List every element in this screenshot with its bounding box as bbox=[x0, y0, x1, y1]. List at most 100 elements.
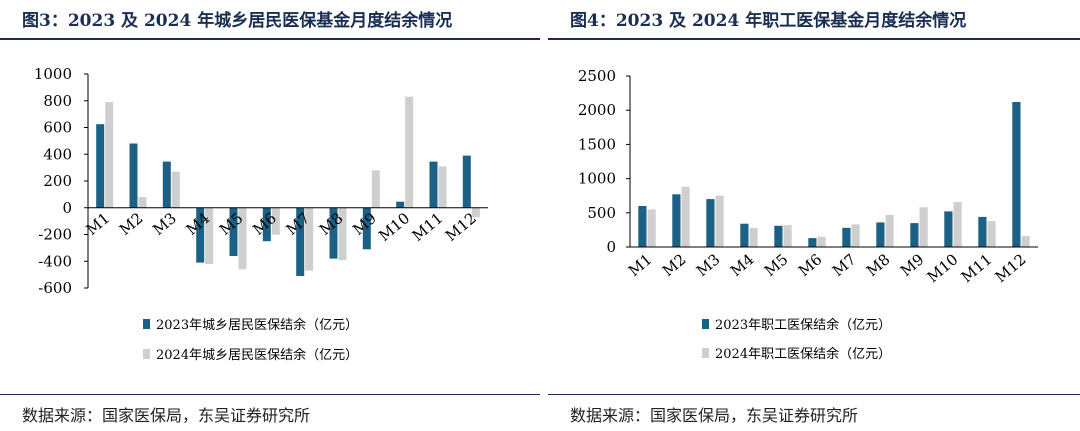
bar bbox=[1021, 236, 1030, 247]
legend-swatch bbox=[143, 319, 150, 329]
y-tick-label: 1000 bbox=[34, 65, 72, 83]
bar bbox=[196, 207, 205, 263]
bar bbox=[740, 223, 749, 247]
bar bbox=[842, 227, 851, 247]
bar bbox=[647, 209, 656, 247]
bar bbox=[96, 124, 105, 208]
legend-label: 2024年城乡居民医保结余（亿元） bbox=[156, 347, 358, 363]
x-tick-label: M9 bbox=[897, 250, 928, 280]
bar bbox=[238, 207, 247, 270]
bar bbox=[876, 222, 885, 247]
bar bbox=[305, 207, 314, 271]
bar bbox=[817, 236, 826, 247]
x-tick-label: M3 bbox=[149, 209, 180, 239]
chart-title: 图3：2023 及 2024 年城乡居民医保基金月度结余情况 bbox=[22, 11, 453, 31]
bar bbox=[783, 225, 792, 247]
bar bbox=[205, 207, 214, 264]
source-rule bbox=[548, 394, 1080, 395]
bar bbox=[910, 223, 919, 247]
x-tick-label: M9 bbox=[349, 209, 380, 239]
bar bbox=[749, 227, 758, 247]
x-tick-label: M3 bbox=[693, 250, 724, 280]
bar bbox=[851, 224, 860, 247]
bar bbox=[338, 207, 347, 260]
x-tick-label: M12 bbox=[992, 250, 1030, 286]
bar bbox=[105, 102, 114, 208]
bar bbox=[162, 161, 171, 208]
y-tick-label: 1500 bbox=[578, 135, 616, 153]
bar bbox=[171, 171, 180, 208]
x-tick-label: M10 bbox=[924, 250, 962, 286]
chart-panel-left: 图3：2023 及 2024 年城乡居民医保基金月度结余情况 1000 800 60… bbox=[0, 11, 540, 425]
bar bbox=[953, 201, 962, 247]
y-tick-label: 0 bbox=[62, 199, 72, 217]
y-tick-label: 500 bbox=[587, 204, 616, 222]
y-tick-label: 1000 bbox=[578, 170, 616, 188]
y-tick-label: -400 bbox=[38, 252, 72, 270]
bar bbox=[638, 206, 647, 247]
bar bbox=[262, 207, 271, 242]
bar bbox=[329, 207, 338, 259]
bar bbox=[396, 201, 405, 208]
source-note: 数据来源：国家医保局，东吴证券研究所 bbox=[570, 406, 859, 425]
bar bbox=[271, 207, 280, 235]
x-tick-label: M10 bbox=[375, 209, 413, 245]
bar bbox=[405, 96, 414, 208]
x-tick-label: M7 bbox=[829, 250, 860, 280]
bar bbox=[429, 161, 438, 208]
bar bbox=[885, 214, 894, 247]
y-tick-label: 800 bbox=[43, 92, 72, 110]
bar bbox=[681, 186, 690, 247]
x-tick-label: M1 bbox=[625, 250, 656, 280]
bar bbox=[978, 216, 987, 247]
y-tick-label: 600 bbox=[43, 119, 72, 137]
bar bbox=[296, 207, 305, 276]
x-tick-label: M2 bbox=[659, 250, 690, 280]
y-tick-label: -600 bbox=[38, 279, 72, 297]
bar bbox=[462, 155, 471, 208]
source-rule bbox=[0, 394, 540, 395]
bar bbox=[438, 166, 447, 208]
source-note: 数据来源：国家医保局，东吴证券研究所 bbox=[22, 406, 311, 425]
x-tick-label: M11 bbox=[409, 209, 447, 245]
chart-title: 图4：2023 及 2024 年职工医保基金月度结余情况 bbox=[570, 11, 967, 31]
legend-label: 2024年职工医保结余（亿元） bbox=[715, 346, 891, 362]
y-tick-label: 400 bbox=[43, 145, 72, 163]
bar bbox=[987, 221, 996, 247]
legend-swatch bbox=[702, 319, 709, 329]
bar bbox=[371, 170, 380, 208]
legend-label: 2023年职工医保结余（亿元） bbox=[715, 317, 891, 333]
bar bbox=[774, 225, 783, 247]
bar bbox=[919, 207, 928, 247]
x-tick-label: M11 bbox=[958, 250, 996, 286]
x-tick-label: M8 bbox=[863, 250, 894, 280]
y-tick-label: 0 bbox=[606, 238, 616, 256]
legend-swatch bbox=[143, 349, 150, 359]
title-rule bbox=[548, 38, 1080, 40]
y-tick-label: 2000 bbox=[578, 101, 616, 119]
chart-panel-right: 图4：2023 及 2024 年职工医保基金月度结余情况 2500 2000 150… bbox=[548, 0, 1080, 431]
title-rule bbox=[0, 38, 540, 40]
bar bbox=[471, 207, 480, 218]
bar bbox=[944, 211, 953, 247]
x-tick-label: M2 bbox=[116, 209, 147, 239]
bar bbox=[1012, 102, 1021, 247]
y-tick-label: 2500 bbox=[578, 67, 616, 85]
legend-swatch bbox=[702, 348, 709, 358]
x-tick-label: M6 bbox=[795, 250, 826, 280]
y-tick-label: -200 bbox=[38, 226, 72, 244]
bar bbox=[129, 143, 138, 208]
bar bbox=[138, 197, 147, 208]
x-tick-label: M5 bbox=[761, 250, 792, 280]
bar bbox=[715, 195, 724, 247]
y-tick-label: 200 bbox=[43, 172, 72, 190]
bar bbox=[362, 207, 371, 250]
bar bbox=[229, 207, 238, 256]
x-tick-label: M4 bbox=[727, 250, 758, 280]
bar bbox=[706, 199, 715, 247]
bar bbox=[672, 194, 681, 247]
bar bbox=[808, 238, 817, 247]
legend-label: 2023年城乡居民医保结余（亿元） bbox=[156, 317, 358, 333]
